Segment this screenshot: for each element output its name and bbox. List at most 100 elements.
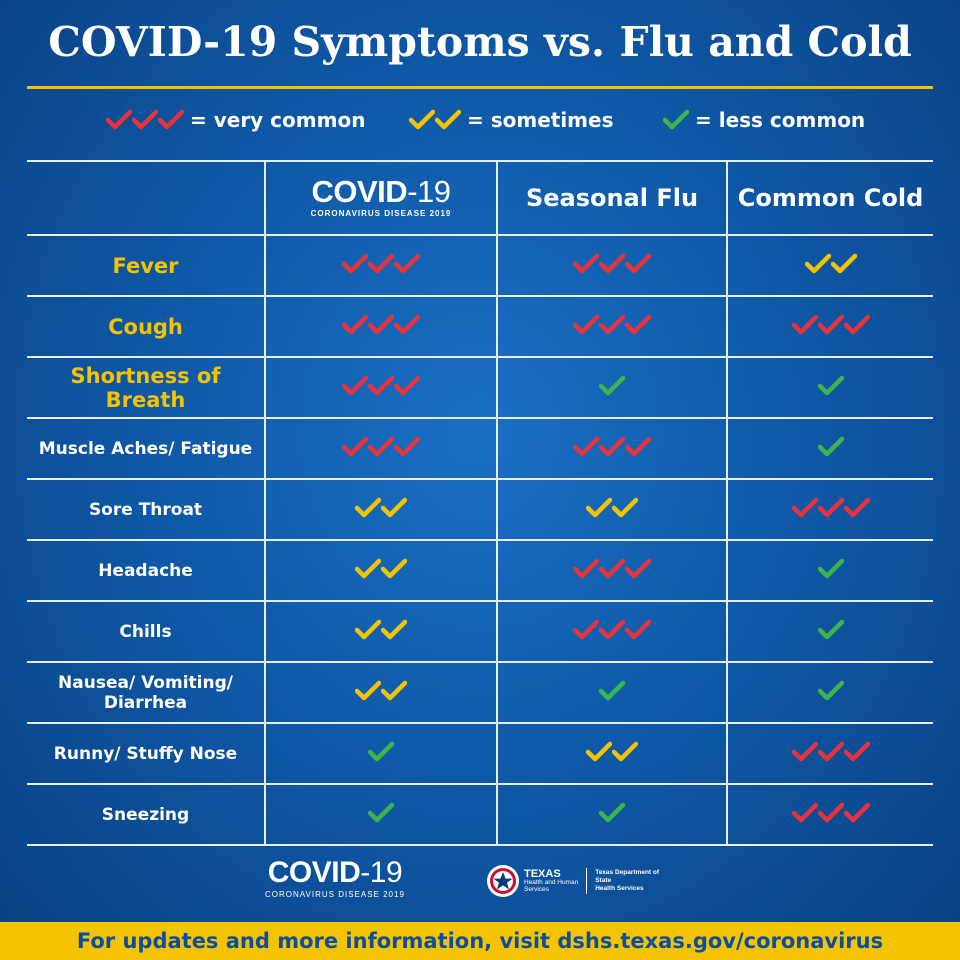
cold-checks bbox=[817, 680, 844, 702]
flu-checks bbox=[599, 802, 625, 824]
covid-checks bbox=[368, 802, 394, 824]
flu-checks bbox=[573, 619, 651, 641]
symptom-label: Chills bbox=[27, 601, 265, 663]
legend-label-very-common: = very common bbox=[190, 108, 366, 132]
red-check-icon bbox=[817, 314, 844, 334]
yellow-check-icon bbox=[381, 619, 407, 639]
flu-checks bbox=[599, 375, 625, 397]
green-check-icon bbox=[599, 680, 625, 700]
green-check-icon bbox=[599, 375, 625, 395]
green-check-icon bbox=[817, 375, 844, 395]
legend-label-less-common: = less common bbox=[695, 108, 866, 132]
legend-label-sometimes: = sometimes bbox=[467, 108, 614, 132]
yellow-check-icon bbox=[435, 109, 461, 130]
flu-frequency-cell bbox=[496, 784, 727, 846]
table-row: Sneezing bbox=[27, 784, 933, 846]
tx-dshs-line2: Health Services bbox=[595, 885, 644, 893]
cold-checks bbox=[791, 314, 870, 336]
red-check-icon bbox=[791, 314, 818, 334]
cold-frequency-cell bbox=[726, 357, 933, 419]
red-check-icon bbox=[394, 253, 420, 273]
footer-covid-main: COVID bbox=[267, 856, 361, 889]
flu-checks bbox=[573, 314, 651, 336]
legend: = very common = sometimes = less common bbox=[0, 108, 960, 138]
red-check-icon bbox=[599, 314, 625, 334]
red-check-icon bbox=[599, 619, 625, 639]
covid-checks bbox=[355, 558, 407, 580]
covid-frequency-cell bbox=[264, 479, 497, 541]
covid-checks bbox=[342, 314, 420, 336]
yellow-check-icon bbox=[612, 497, 638, 517]
flu-frequency-cell bbox=[496, 479, 727, 541]
table-row: Shortness of Breath bbox=[27, 357, 933, 419]
red-check-icon bbox=[158, 109, 184, 130]
header-covid: COVID-19 CORONAVIRUS DISEASE 2019 bbox=[264, 160, 497, 236]
cold-checks bbox=[804, 253, 857, 275]
tx-sub1: Health and Human bbox=[524, 879, 579, 886]
red-check-icon bbox=[625, 253, 651, 273]
table-header-row: COVID-19 CORONAVIRUS DISEASE 2019 Season… bbox=[27, 160, 933, 236]
flu-frequency-cell bbox=[496, 540, 727, 602]
red-check-icon bbox=[573, 253, 599, 273]
covid-logo-num: -19 bbox=[407, 174, 451, 209]
tx-hhs-text: TEXAS Health and Human Services bbox=[524, 869, 578, 893]
footer-covid-num: -19 bbox=[360, 856, 403, 889]
red-check-icon bbox=[573, 436, 599, 456]
covid-checks bbox=[355, 619, 407, 641]
header-flu: Seasonal Flu bbox=[496, 160, 727, 236]
yellow-check-icon bbox=[381, 497, 407, 517]
symptom-table: COVID-19 CORONAVIRUS DISEASE 2019 Season… bbox=[27, 160, 933, 846]
red-check-icon bbox=[843, 802, 870, 822]
red-check-icon bbox=[843, 314, 870, 334]
tx-sub2: Services bbox=[524, 885, 549, 893]
logo-divider bbox=[586, 868, 588, 894]
table-row: Nausea/ Vomiting/ Diarrhea bbox=[27, 662, 933, 724]
covid-frequency-cell bbox=[264, 540, 497, 602]
flu-checks bbox=[573, 436, 651, 458]
green-check-icon bbox=[368, 741, 394, 761]
flu-frequency-cell bbox=[496, 235, 727, 297]
header-cold: Common Cold bbox=[726, 160, 933, 236]
footer-covid-sub: CORONAVIRUS DISEASE 2019 bbox=[265, 890, 405, 899]
cold-frequency-cell bbox=[726, 296, 933, 358]
covid-checks bbox=[342, 253, 420, 275]
table-row: Muscle Aches/ Fatigue bbox=[27, 418, 933, 480]
green-check-icon bbox=[817, 436, 844, 456]
footer-logos: COVID-19 CORONAVIRUS DISEASE 2019 TEXAS … bbox=[0, 858, 960, 908]
cold-checks bbox=[817, 375, 844, 397]
red-check-icon bbox=[573, 314, 599, 334]
symptom-label: Fever bbox=[27, 235, 265, 297]
cold-checks bbox=[791, 802, 870, 824]
red-check-icon bbox=[394, 436, 420, 456]
flu-frequency-cell bbox=[496, 601, 727, 663]
cold-frequency-cell bbox=[726, 662, 933, 724]
red-check-icon bbox=[599, 253, 625, 273]
symptom-label: Sneezing bbox=[27, 784, 265, 846]
red-check-icon bbox=[106, 109, 132, 130]
red-check-icon bbox=[625, 619, 651, 639]
yellow-check-icon bbox=[830, 253, 857, 273]
covid-frequency-cell bbox=[264, 357, 497, 419]
covid-frequency-cell bbox=[264, 418, 497, 480]
table-row: Runny/ Stuffy Nose bbox=[27, 723, 933, 785]
covid-logo-sub: CORONAVIRUS DISEASE 2019 bbox=[310, 209, 452, 218]
red-check-icon bbox=[368, 314, 394, 334]
legend-checks-less-common bbox=[663, 109, 689, 131]
red-check-icon bbox=[342, 253, 368, 273]
red-check-icon bbox=[342, 314, 368, 334]
cold-checks bbox=[791, 497, 870, 519]
red-check-icon bbox=[394, 375, 420, 395]
red-check-icon bbox=[573, 619, 599, 639]
legend-checks-very-common bbox=[106, 109, 184, 131]
tx-dshs-line1: Texas Department of State bbox=[595, 868, 660, 884]
covid-checks bbox=[342, 375, 420, 397]
yellow-check-icon bbox=[586, 497, 612, 517]
flu-frequency-cell bbox=[496, 418, 727, 480]
info-banner: For updates and more information, visit … bbox=[0, 922, 960, 960]
flu-frequency-cell bbox=[496, 357, 727, 419]
header-empty-cell bbox=[27, 160, 265, 236]
red-check-icon bbox=[843, 741, 870, 761]
flu-frequency-cell bbox=[496, 723, 727, 785]
yellow-check-icon bbox=[381, 680, 407, 700]
covid-checks bbox=[342, 436, 420, 458]
